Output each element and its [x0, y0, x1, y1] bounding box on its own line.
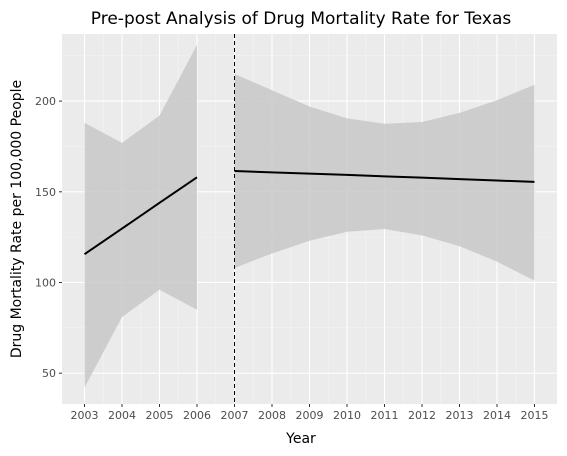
- x-tick-label: 2006: [183, 409, 211, 422]
- x-tick-label: 2003: [71, 409, 99, 422]
- y-axis-title: Drug Mortality Rate per 100,000 People: [9, 80, 25, 358]
- fit-lines: [83, 169, 535, 256]
- x-tick-label: 2010: [333, 409, 361, 422]
- fit-line-2: [234, 169, 535, 183]
- y-tick-label: 150: [35, 186, 56, 199]
- x-tick-label: 2015: [521, 409, 549, 422]
- x-axis-title: Year: [285, 431, 316, 447]
- x-tick-label: 2005: [146, 409, 174, 422]
- x-tick-label: 2011: [371, 409, 399, 422]
- x-tick-label: 2007: [221, 409, 249, 422]
- fit-line-1: [83, 176, 198, 256]
- chart-title: Pre-post Analysis of Drug Mortality Rate…: [91, 9, 512, 29]
- x-tick-label: 2008: [258, 409, 286, 422]
- x-tick-label: 2013: [446, 409, 474, 422]
- y-axis-ticks: 50 100 150 200: [35, 95, 62, 380]
- y-tick-label: 200: [35, 95, 56, 108]
- x-tick-label: 2004: [108, 409, 136, 422]
- x-tick-label: 2012: [408, 409, 436, 422]
- x-tick-label: 2009: [296, 409, 324, 422]
- x-axis-ticks: 2003 2004 2005 2006 2007 2008 2009 2010 2011 2012…: [71, 404, 549, 422]
- y-tick-label: 50: [42, 367, 56, 380]
- y-tick-label: 100: [35, 276, 56, 289]
- x-tick-label: 2014: [483, 409, 511, 422]
